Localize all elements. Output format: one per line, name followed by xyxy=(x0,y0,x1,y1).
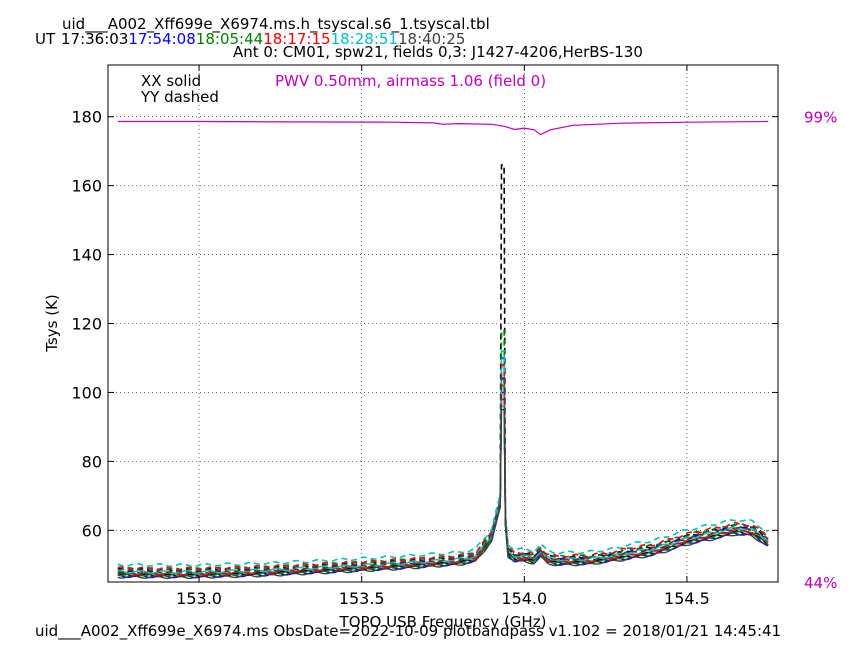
ut-time-5: 18:40:25 xyxy=(398,30,465,48)
y-axis-label: Tsys (K) xyxy=(43,294,61,353)
footer-text: uid___A002_Xff699e_X6974.ms ObsDate=2022… xyxy=(35,622,781,641)
ut-label: UT xyxy=(35,30,56,48)
ut-time-0: 17:36:03 xyxy=(61,30,128,48)
ut-time-1: 17:54:08 xyxy=(128,30,195,48)
legend-pwv: PWV 0.50mm, airmass 1.06 (field 0) xyxy=(275,72,546,90)
tsys-series-line xyxy=(117,409,769,580)
x-tick-label: 153.0 xyxy=(176,589,222,608)
ut-times: 17:36:03 17:54:08 18:05:44 18:17:15 18:28:51… xyxy=(61,30,465,48)
ut-time-4: 18:28:51 xyxy=(331,30,398,48)
x-tick-label: 153.5 xyxy=(339,589,385,608)
y-tick-label: 180 xyxy=(71,108,102,127)
right-axis-label: 44% xyxy=(804,574,837,592)
y-tick-label: 160 xyxy=(71,177,102,196)
x-tick-label: 154.5 xyxy=(664,589,710,608)
right-axis-label: 99% xyxy=(804,109,837,127)
y-tick-label: 120 xyxy=(71,315,102,334)
series-layer xyxy=(117,164,769,580)
chart-title: uid___A002_Xff699e_X6974.ms.h_tsyscal.s6… xyxy=(62,15,490,34)
y-tick-label: 100 xyxy=(71,383,102,402)
ut-time-3: 18:17:15 xyxy=(263,30,330,48)
ut-time-2: 18:05:44 xyxy=(196,30,263,48)
pwv-transmission-line xyxy=(117,120,769,136)
legend-yy-dashed: YY dashed xyxy=(140,88,219,106)
plot-area xyxy=(108,65,778,582)
x-axis-label: TOPO USB Frequency (GHz) xyxy=(339,613,547,631)
chart-subtitle: Ant 0: CM01, spw21, fields 0,3: J1427-42… xyxy=(233,43,643,61)
tsys-series-line xyxy=(117,374,769,575)
y-tick-label: 60 xyxy=(82,521,102,540)
y-tick-label: 140 xyxy=(71,246,102,265)
tsys-series-line xyxy=(117,364,769,571)
y-tick-label: 80 xyxy=(82,452,102,471)
legend-xx-solid: XX solid xyxy=(141,72,201,90)
x-tick-label: 154.0 xyxy=(501,589,547,608)
pwv-curve-layer xyxy=(117,120,769,136)
ticks: 153.0 153.5 154.0 154.5 60 80 100 120 140 160 180 9… xyxy=(71,65,837,608)
tsys-series-line xyxy=(117,350,769,568)
